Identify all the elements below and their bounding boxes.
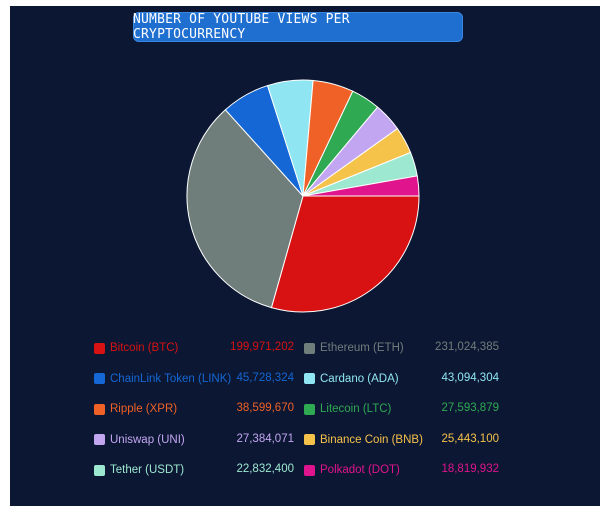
legend-swatch-4 xyxy=(94,403,105,415)
legend-item-6: Uniswap (UNI) xyxy=(94,432,185,448)
legend-swatch-8 xyxy=(94,464,105,476)
legend-label-4: Ripple (XPR) xyxy=(110,403,178,415)
legend-item-0: Bitcoin (BTC) xyxy=(94,340,178,356)
legend-swatch-3 xyxy=(304,373,315,384)
legend-label-2: ChainLink Token (LINK) xyxy=(110,372,232,385)
legend-label-3: Cardano (ADA) xyxy=(320,372,399,385)
legend-value-2: 45,728,324 xyxy=(236,371,294,384)
pie-slice-0 xyxy=(270,195,420,313)
legend-value-1: 231,024,385 xyxy=(435,341,499,353)
legend-value-9: 18,819,932 xyxy=(441,463,499,475)
legend-value-5: 27,593,879 xyxy=(441,402,499,414)
legend-label-6: Uniswap (UNI) xyxy=(110,433,185,446)
legend-item-5: Litecoin (LTC) xyxy=(304,401,391,417)
legend-label-1: Ethereum (ETH) xyxy=(320,342,404,354)
legend: Bitcoin (BTC) 199,971,202 Ethereum (ETH) 23… xyxy=(94,340,514,490)
chart-title: NUMBER OF YOUTUBE VIEWS PER CRYPTOCURREN… xyxy=(133,12,463,42)
legend-item-2: ChainLink Token (LINK) xyxy=(94,371,231,387)
legend-swatch-2 xyxy=(94,373,105,384)
legend-label-0: Bitcoin (BTC) xyxy=(110,342,179,354)
legend-value-3: 43,094,304 xyxy=(441,371,499,384)
legend-item-7: Binance Coin (BNB) xyxy=(304,432,423,448)
legend-swatch-6 xyxy=(94,434,105,445)
legend-item-1: Ethereum (ETH) xyxy=(304,340,404,356)
legend-label-9: Polkadot (DOT) xyxy=(320,464,400,476)
legend-item-9: Polkadot (DOT) xyxy=(304,462,400,478)
legend-swatch-9 xyxy=(304,464,315,476)
legend-item-4: Ripple (XPR) xyxy=(94,401,177,417)
legend-item-3: Cardano (ADA) xyxy=(304,371,399,387)
legend-value-8: 22,832,400 xyxy=(236,463,294,475)
legend-value-0: 199,971,202 xyxy=(230,341,294,353)
pie-slice-1 xyxy=(186,109,304,309)
legend-label-8: Tether (USDT) xyxy=(110,464,185,476)
legend-value-7: 25,443,100 xyxy=(441,432,499,445)
legend-value-4: 38,599,670 xyxy=(236,402,294,414)
legend-item-8: Tether (USDT) xyxy=(94,462,184,478)
legend-label-7: Binance Coin (BNB) xyxy=(320,433,423,446)
legend-swatch-7 xyxy=(304,434,315,445)
legend-label-5: Litecoin (LTC) xyxy=(320,403,392,415)
legend-swatch-1 xyxy=(304,342,315,354)
pie-slice-9 xyxy=(302,175,420,197)
legend-swatch-0 xyxy=(94,342,105,354)
legend-value-6: 27,384,071 xyxy=(236,432,294,445)
legend-swatch-5 xyxy=(304,403,315,415)
